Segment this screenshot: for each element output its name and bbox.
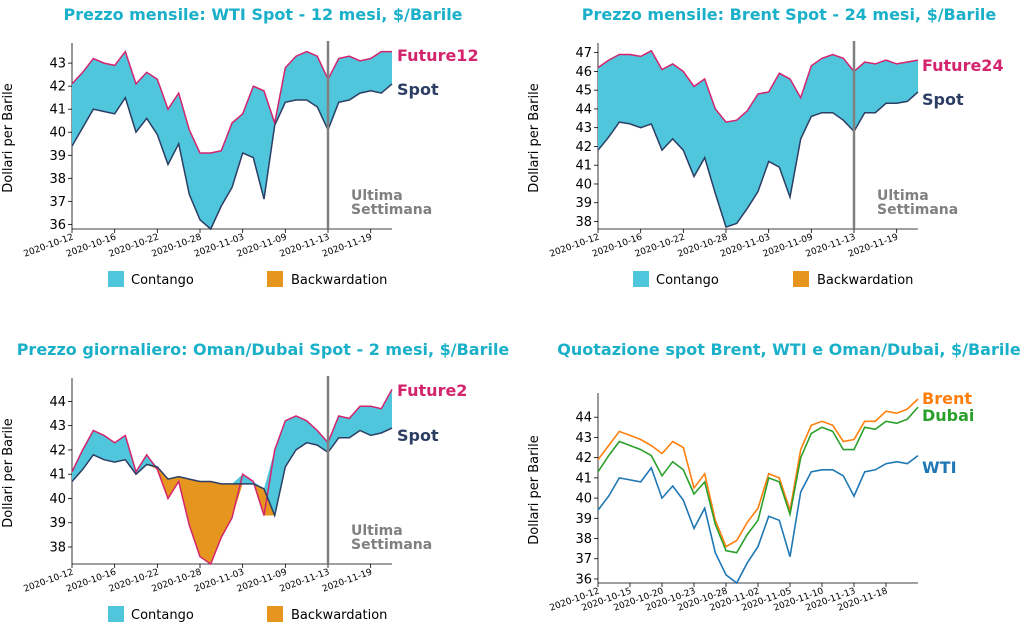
contango-area [598,50,918,228]
y-tick-label: 43 [49,57,66,72]
legend-swatch-backwardation [267,271,283,287]
y-tick-label: 42 [575,140,592,155]
y-tick-label: 41 [575,159,592,174]
spot-line [71,427,393,519]
legend-swatch-backwardation [793,271,809,287]
series-label-brent: Brent [922,389,972,408]
y-tick-label: 42 [575,451,592,466]
future-line [597,49,919,123]
y-tick-label: 39 [575,512,592,527]
spot-line [71,83,393,231]
annotation-line-2: Settimana [351,537,432,553]
y-tick-label: 44 [575,102,592,117]
y-tick-label: 38 [49,541,66,556]
y-tick-label: 45 [575,84,592,99]
legend-swatch-contango [108,271,124,287]
annotation-line-2: Settimana [877,202,958,218]
chart-panel-4: Quotazione spot Brent, WTI e Oman/Dubai,… [527,340,1021,614]
y-tick-label: 43 [575,431,592,446]
legend-swatch-backwardation [267,606,283,622]
y-tick-label: 38 [575,532,592,547]
future-line [71,388,393,566]
y-tick-label: 38 [575,215,592,230]
y-tick-label: 39 [49,516,66,531]
y-tick-label: 43 [575,121,592,136]
chart-title: Prezzo mensile: Brent Spot - 24 mesi, $/… [582,5,997,24]
y-tick-label: 40 [49,492,66,507]
y-tick-label: 46 [575,65,592,80]
y-tick-label: 47 [575,46,592,61]
legend-label-backwardation: Backwardation [817,273,913,288]
y-tick-label: 36 [49,218,66,233]
chart-title: Prezzo mensile: WTI Spot - 12 mesi, $/Ba… [63,5,462,24]
legend-label-contango: Contango [131,608,194,623]
legend-label-backwardation: Backwardation [291,273,387,288]
annotation-line-2: Settimana [351,202,432,218]
y-axis-label: Dollari per Barile [1,418,16,527]
y-tick-label: 39 [49,149,66,164]
y-tick-label: 38 [49,172,66,187]
spot-series-label: Spot [922,90,964,109]
chart-title: Quotazione spot Brent, WTI e Oman/Dubai,… [557,340,1021,359]
legend-label-contango: Contango [131,273,194,288]
chart-panel-2: Prezzo mensile: Brent Spot - 24 mesi, $/… [527,5,1004,288]
y-axis-label: Dollari per Barile [1,83,16,192]
y-tick-label: 41 [575,471,592,486]
backwardation-area [72,428,392,564]
y-axis-label: Dollari per Barile [527,83,542,192]
spot-series-label: Spot [397,80,439,99]
legend-label-backwardation: Backwardation [291,608,387,623]
legend-swatch-contango [108,606,124,622]
contango-area [72,51,392,229]
series-line-wti [597,454,919,585]
y-tick-label: 39 [575,196,592,211]
y-tick-label: 40 [49,126,66,141]
future-series-label: Future24 [922,56,1004,75]
future-line [71,50,392,154]
y-tick-label: 43 [49,419,66,434]
series-label-dubai: Dubai [922,406,974,425]
legend-swatch-contango [633,271,649,287]
spot-series-label: Spot [397,426,439,445]
y-tick-label: 44 [575,411,592,426]
y-tick-label: 40 [575,177,592,192]
chart-panel-1: Prezzo mensile: WTI Spot - 12 mesi, $/Ba… [1,5,479,288]
annotation-line-1: Ultima [351,188,403,204]
future-series-label: Future12 [397,46,479,65]
y-axis-label: Dollari per Barile [527,435,542,544]
y-tick-label: 42 [49,443,66,458]
y-tick-label: 37 [49,195,66,210]
y-tick-label: 42 [49,80,66,95]
series-label-wti: WTI [922,458,957,477]
series-line-brent [597,398,919,548]
y-tick-label: 44 [49,395,66,410]
y-tick-label: 40 [575,492,592,507]
annotation-line-1: Ultima [877,188,929,204]
future-series-label: Future2 [397,381,467,400]
chart-panel-3: Prezzo giornaliero: Oman/Dubai Spot - 2 … [1,340,509,623]
y-tick-label: 41 [49,468,66,483]
y-tick-label: 41 [49,103,66,118]
series-line-dubai [597,406,919,554]
legend-label-contango: Contango [656,273,719,288]
y-tick-label: 37 [575,552,592,567]
spot-line [597,91,919,229]
y-tick-label: 36 [575,572,592,587]
annotation-line-1: Ultima [351,523,403,539]
chart-title: Prezzo giornaliero: Oman/Dubai Spot - 2 … [17,340,510,359]
